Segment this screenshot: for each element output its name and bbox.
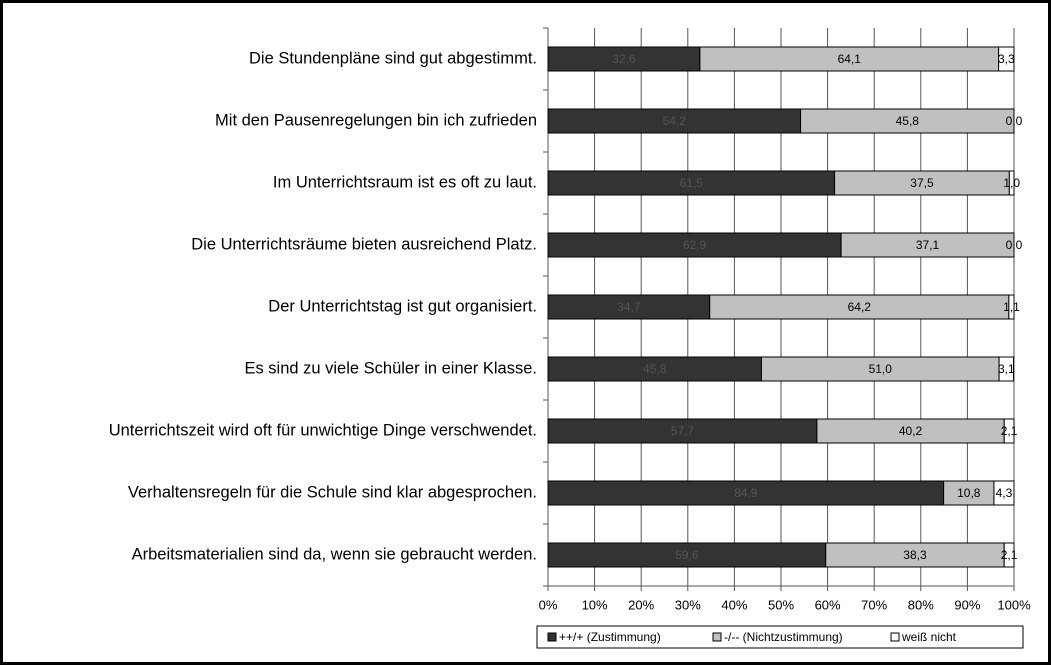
x-tick-label: 50% <box>768 597 794 612</box>
legend-label: weiß nicht <box>901 630 957 644</box>
data-label: 51,0 <box>869 362 893 376</box>
category-label: Im Unterrichtsraum ist es oft zu laut. <box>272 173 537 192</box>
bar-segment <box>699 46 1000 72</box>
bar-segment <box>760 356 1000 382</box>
category-label: Mit den Pausenregelungen bin ich zufried… <box>215 111 537 130</box>
x-tick-label: 20% <box>628 597 654 612</box>
category-label: Verhaltensregeln für die Schule sind kla… <box>127 483 537 502</box>
x-tick-label: 40% <box>721 597 747 612</box>
bar-segment <box>840 232 1015 258</box>
category-label: Unterrichtszeit wird oft für unwichtige … <box>108 421 537 440</box>
x-tick-label: 30% <box>675 597 701 612</box>
bar-segment <box>709 294 1010 320</box>
x-tick-label: 60% <box>815 597 841 612</box>
data-label: 62,9 <box>683 238 707 252</box>
bar-segment <box>547 542 827 568</box>
data-label: 38,3 <box>903 548 927 562</box>
bar-segment <box>800 108 1015 134</box>
legend-label: -/-- (Nichtzustimmung) <box>724 630 843 644</box>
category-label: Die Unterrichtsräume bieten ausreichend … <box>191 235 537 254</box>
data-label: 84,9 <box>734 486 758 500</box>
bar-segment <box>547 294 711 320</box>
data-label: 32,6 <box>612 52 636 66</box>
category-label: Der Unterrichtstag ist gut organisiert. <box>268 297 537 316</box>
data-label: 45,8 <box>643 362 667 376</box>
x-tick-label: 100% <box>997 597 1031 612</box>
data-label: 64,1 <box>838 52 862 66</box>
data-label: 0,0 <box>1006 238 1023 252</box>
data-label: 40,2 <box>899 424 923 438</box>
bar-segment <box>1008 170 1015 196</box>
x-tick-label: 90% <box>954 597 980 612</box>
data-label: 61,5 <box>680 176 704 190</box>
data-label: 54,2 <box>663 114 687 128</box>
legend-swatch <box>890 632 900 642</box>
data-label: 10,8 <box>957 486 981 500</box>
data-label: 0,0 <box>1006 114 1023 128</box>
bar-segment <box>834 170 1010 196</box>
data-label: 37,5 <box>910 176 934 190</box>
legend-swatch <box>547 632 557 642</box>
bar-segment <box>547 356 762 382</box>
data-label: 3,3 <box>998 52 1015 66</box>
legend-label: ++/+ (Zustimmung) <box>559 630 661 644</box>
data-label: 4,3 <box>996 486 1013 500</box>
legend-box <box>536 625 1024 649</box>
data-label: 45,8 <box>896 114 920 128</box>
data-label: 64,2 <box>848 300 872 314</box>
bar-segment <box>998 46 1015 72</box>
data-label: 59,6 <box>675 548 699 562</box>
bar-segment <box>547 108 802 134</box>
data-label: 57,7 <box>671 424 695 438</box>
data-label: 1,0 <box>1003 176 1020 190</box>
data-label: 2,1 <box>1001 548 1018 562</box>
bar-segment <box>998 356 1015 382</box>
bar-segment <box>993 480 1015 506</box>
bar-segment <box>1003 542 1015 568</box>
data-label: 3,1 <box>998 362 1015 376</box>
bar-segment <box>943 480 995 506</box>
legend-swatch <box>712 632 722 642</box>
data-label: 1,1 <box>1003 300 1020 314</box>
x-tick-label: 80% <box>908 597 934 612</box>
x-tick-label: 0% <box>539 597 558 612</box>
data-label: 2,1 <box>1001 424 1018 438</box>
bar-segment <box>547 170 836 196</box>
category-label: Es sind zu viele Schüler in einer Klasse… <box>244 359 537 378</box>
bar-segment <box>1008 294 1015 320</box>
data-label: 34,7 <box>617 300 641 314</box>
chart: 0% 10% 20% 30% 40% 50% 60% 70% 80% 90% 100% 32,6 64,… <box>536 27 1031 649</box>
x-tick-label: 10% <box>582 597 608 612</box>
data-label: 37,1 <box>916 238 940 252</box>
category-label: Die Stundenpläne sind gut abgestimmt. <box>248 49 537 68</box>
bar-segment <box>1003 418 1015 444</box>
x-tick-label: 70% <box>861 597 887 612</box>
category-label: Arbeitsmaterialien sind da, wenn sie geb… <box>131 545 537 564</box>
bar-segment <box>816 418 1005 444</box>
bar-segment <box>547 46 701 72</box>
